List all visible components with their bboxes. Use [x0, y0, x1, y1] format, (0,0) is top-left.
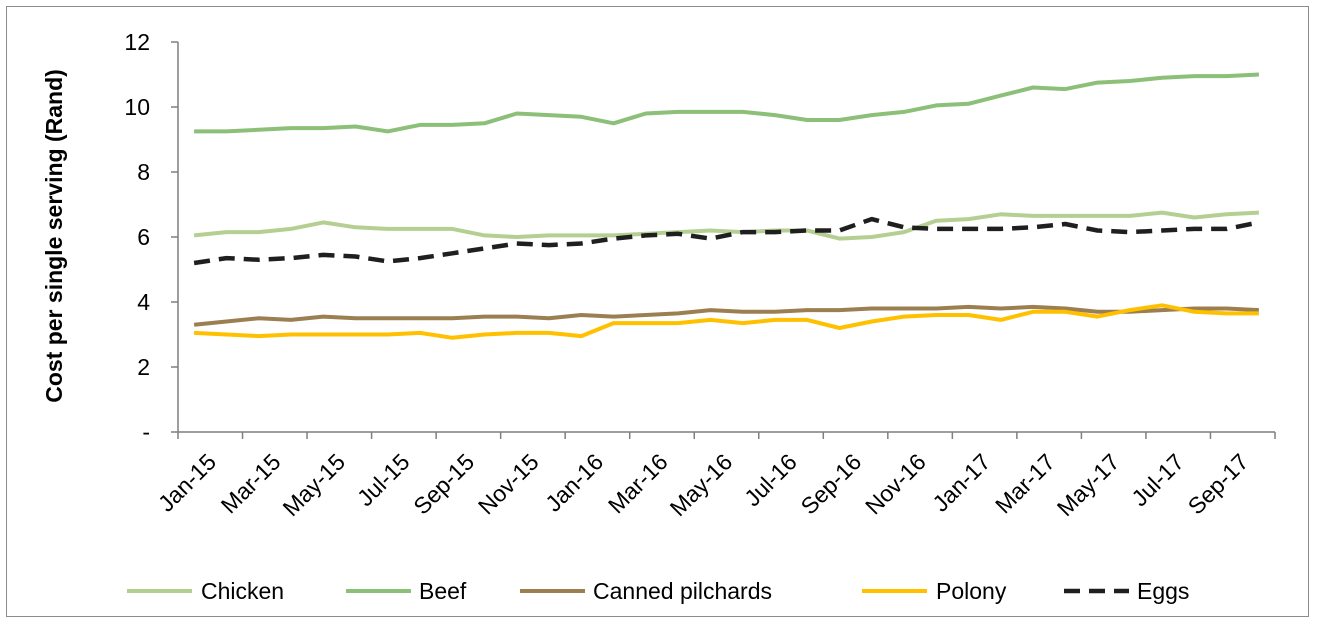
x-tick-label: Mar-15: [216, 449, 286, 519]
y-tick-label: 2: [137, 354, 150, 380]
y-tick-label: 4: [137, 289, 150, 315]
series-line-polony: [194, 303, 1259, 340]
x-tick-label: May-17: [1052, 449, 1125, 522]
x-tick-label: Jan-16: [540, 449, 608, 517]
legend-label: Chicken: [201, 578, 284, 604]
x-tick-label: Jul-16: [739, 449, 802, 512]
y-tick-label: 10: [124, 94, 150, 120]
y-tick-label: 8: [137, 159, 150, 185]
series-lines: [193, 72, 1260, 340]
x-tick-label: May-16: [665, 449, 738, 522]
y-tick-label: 12: [124, 29, 150, 55]
x-tick-label: Jan-17: [927, 449, 995, 517]
legend-label: Canned pilchards: [593, 578, 772, 604]
x-tick-label: Jul-15: [352, 449, 415, 512]
x-tick-label: Mar-16: [603, 449, 673, 519]
y-axis-ticks: - 2 4 6 8 10 12: [124, 29, 178, 445]
x-tick-label: Sep-15: [408, 449, 479, 520]
y-tick-label: 6: [137, 224, 150, 250]
y-tick-label: -: [142, 419, 150, 445]
legend: Chicken Beef Canned pilchards Polony Eggs: [127, 578, 1189, 604]
chart-frame: [6, 6, 1309, 617]
legend-label: Polony: [936, 578, 1007, 604]
x-tick-label: Jan-15: [153, 449, 221, 517]
x-tick-label: May-15: [277, 449, 350, 522]
y-axis-label: Cost per single serving (Rand): [41, 69, 67, 403]
series-line-beef: [194, 72, 1259, 134]
series-line-chicken: [193, 210, 1260, 241]
series-line-canned-pilchards: [193, 304, 1259, 327]
x-tick-label: Jul-17: [1126, 449, 1189, 512]
x-tick-label: Sep-16: [796, 449, 867, 520]
x-tick-label: Mar-17: [990, 449, 1060, 519]
x-tick-label: Nov-16: [860, 449, 931, 520]
legend-label: Eggs: [1137, 578, 1189, 604]
x-tick-label: Sep-17: [1183, 449, 1254, 520]
legend-label: Beef: [419, 578, 467, 604]
series-line-eggs: [193, 216, 1260, 266]
x-tick-label: Nov-15: [473, 449, 544, 520]
